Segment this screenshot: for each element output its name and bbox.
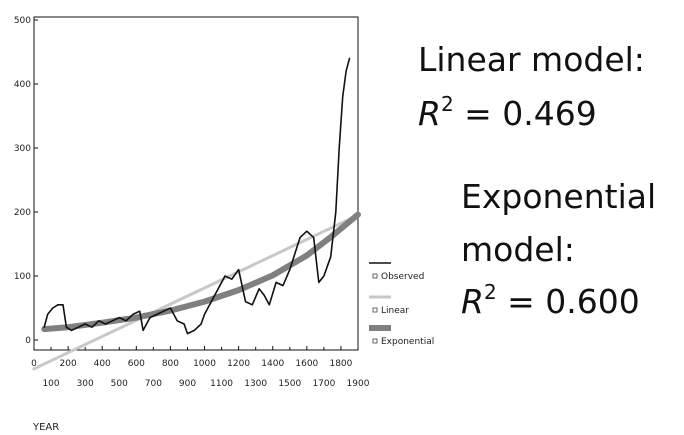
series-line-observed [43,57,351,335]
x-tick-label-upper: 1400 [261,359,284,369]
x-tick-label-upper: 1200 [227,359,250,369]
exp-r-symbol: R [461,282,484,321]
x-tick-label-upper: 600 [128,359,145,369]
linear-r-squared: R2 = 0.469 [418,92,597,136]
legend-label-exponential: Exponential [381,337,434,347]
x-axis-label: YEAR [32,422,59,433]
series-line-linear [32,213,360,371]
exp-r-value: = 0.600 [496,282,640,321]
x-tick-label-lower: 1100 [210,379,233,389]
plot-frame [33,16,359,351]
y-tick-label: 100 [14,272,31,282]
y-tick-label: 400 [14,80,31,90]
x-tick-label-lower: 1900 [347,379,370,389]
y-axis: 0 100 200 300 400 500 [14,16,38,346]
legend-label-linear: Linear [381,306,409,316]
x-tick-label-upper: 1000 [193,359,216,369]
linear-model-title: Linear model: [418,40,645,79]
y-tick-label: 500 [14,16,31,26]
y-tick-label: 300 [14,144,31,154]
exp-model-title-line2: model: [461,230,575,269]
legend-label-observed: Observed [381,272,424,282]
legend: Observed Linear Exponential [369,262,434,347]
legend-marker-observed [372,273,378,279]
x-tick-label-upper: 800 [162,359,179,369]
x-tick-label-upper: 200 [60,359,77,369]
y-tick-label: 0 [25,336,31,346]
linear-r-symbol: R [418,94,441,133]
x-tick-label-lower: 1500 [278,379,301,389]
x-tick-label-upper: 0 [31,359,37,369]
x-tick-label-lower: 1300 [244,379,267,389]
legend-marker-linear [372,307,378,313]
legend-marker-exponential [372,338,378,344]
series-layer [32,57,361,371]
x-tick-label-upper: 1800 [329,359,352,369]
x-tick-label-lower: 1700 [312,379,335,389]
exp-r-exponent: 2 [483,280,497,304]
x-axis: 0 200 400 600 800 1000 1200 1400 1600 1800 100 300 5… [31,346,370,389]
x-tick-label-upper: 400 [94,359,111,369]
exp-model-title-line1: Exponential [461,177,657,216]
exp-r-squared: R2 = 0.600 [461,280,640,324]
linear-r-exponent: 2 [440,92,454,116]
x-tick-label-lower: 300 [77,379,94,389]
x-tick-label-lower: 500 [111,379,128,389]
y-tick-label: 200 [14,208,31,218]
x-tick-label-lower: 100 [42,379,59,389]
linear-r-value: = 0.469 [453,94,597,133]
x-tick-label-lower: 700 [145,379,162,389]
x-tick-label-upper: 1600 [295,359,318,369]
x-tick-label-lower: 900 [179,379,196,389]
